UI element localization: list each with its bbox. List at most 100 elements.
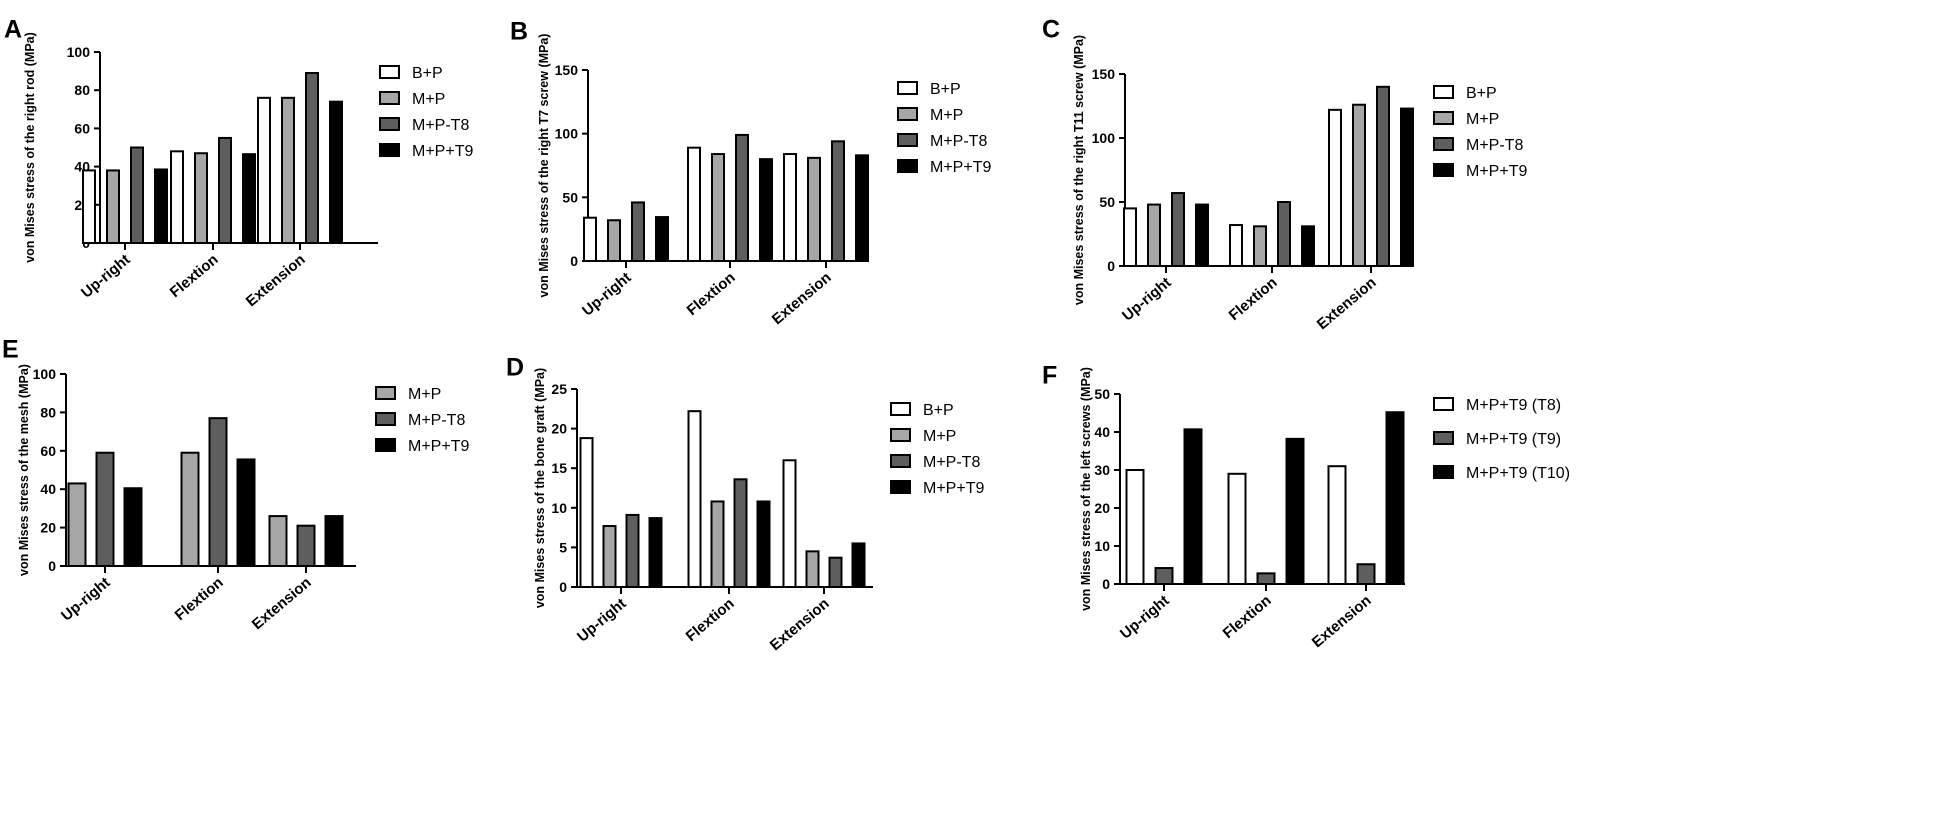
y-tick-label: 80 <box>40 404 56 420</box>
bar <box>1356 563 1376 585</box>
bar <box>1125 469 1145 585</box>
bar <box>170 150 184 245</box>
bar <box>711 153 725 262</box>
bar <box>733 478 748 588</box>
bar <box>1385 411 1405 585</box>
bar <box>805 550 820 588</box>
bar <box>1301 225 1315 268</box>
legend-swatch <box>1433 465 1454 479</box>
legend-swatch <box>379 117 400 131</box>
legend-swatch <box>1433 85 1454 99</box>
panel-label: D <box>506 354 524 382</box>
bar <box>855 154 869 263</box>
bar <box>687 146 701 263</box>
bar <box>130 146 144 244</box>
bar <box>579 437 594 588</box>
bar <box>67 482 87 567</box>
y-tick-label: 0 <box>1107 258 1115 274</box>
bar <box>1285 437 1305 585</box>
bar <box>218 136 232 244</box>
legend-label: M+P-T8 <box>923 454 980 471</box>
y-tick-label: 0 <box>48 558 56 574</box>
panel-label: E <box>2 336 19 364</box>
legend-label: M+P-T8 <box>408 412 465 429</box>
panel-c: C 0 50 100 150 von Mises stress of the right … <box>1042 16 1527 334</box>
bar <box>828 556 843 588</box>
panel-b: B 0 50 100 150 von Mises stress of the right … <box>510 18 991 329</box>
y-tick-label: 50 <box>562 189 578 205</box>
bar <box>1154 567 1174 585</box>
bar <box>1227 472 1247 585</box>
x-tick-label: Flextion <box>1220 592 1275 642</box>
bar <box>1327 465 1347 586</box>
bar <box>735 133 749 262</box>
bar <box>1277 201 1291 267</box>
legend-swatch <box>1433 163 1454 177</box>
bar <box>583 216 597 262</box>
x-tick-label: Extension <box>1314 274 1380 333</box>
x-tick-label: Flextion <box>684 269 739 319</box>
x-tick-label: Flextion <box>1226 274 1281 324</box>
legend-swatch <box>375 412 396 426</box>
y-axis-title: von Mises stress of the left screws (MPa… <box>1079 367 1093 611</box>
legend-label: B+P <box>1466 85 1497 102</box>
bar <box>324 515 344 568</box>
legend-swatch <box>379 65 400 79</box>
x-tick-label: Extension <box>769 269 835 328</box>
y-tick-label: 100 <box>33 366 57 382</box>
panel-label: F <box>1042 362 1057 390</box>
x-tick-label: Extension <box>1309 592 1375 651</box>
bar <box>1171 192 1185 267</box>
bar <box>268 515 288 568</box>
y-tick-label: 30 <box>1094 462 1110 478</box>
y-tick-label: 20 <box>40 520 56 536</box>
legend-swatch <box>375 438 396 452</box>
x-tick-label: Extension <box>243 251 309 310</box>
legend-label: M+P+T9 (T10) <box>1466 465 1570 482</box>
y-tick-label: 5 <box>559 539 567 555</box>
y-tick-label: 50 <box>1094 386 1110 402</box>
y-axis-title: von Mises stress of the right T7 screw (… <box>537 34 551 298</box>
x-tick-label: Up-right <box>574 595 630 646</box>
bar <box>208 417 228 567</box>
legend-label: M+P <box>1466 111 1499 128</box>
legend-swatch <box>897 133 918 147</box>
y-tick-label: 15 <box>551 460 567 476</box>
bar <box>123 487 143 567</box>
legend-swatch <box>897 159 918 173</box>
panel-label: A <box>4 16 22 44</box>
bar <box>710 500 725 588</box>
legend-label: M+P+T9 <box>412 143 473 160</box>
y-axis-title: von Mises stress of the bone graft (MPa) <box>533 368 547 608</box>
bar <box>257 96 271 244</box>
y-tick-label: 150 <box>1092 66 1116 82</box>
legend-swatch <box>890 454 911 468</box>
x-tick-label: Up-right <box>58 574 114 625</box>
bar <box>1183 428 1203 585</box>
y-tick-label: 40 <box>40 481 56 497</box>
bar <box>242 153 256 244</box>
bar <box>807 156 821 262</box>
y-tick-label: 0 <box>559 579 567 595</box>
bar <box>1147 203 1161 267</box>
legend-swatch <box>1433 397 1454 411</box>
x-tick-label: Up-right <box>78 251 134 302</box>
bar <box>782 459 797 588</box>
legend-label: B+P <box>930 81 961 98</box>
y-axis-title: von Mises stress of the right T11 screw … <box>1072 35 1086 305</box>
legend-label: M+P <box>923 428 956 445</box>
x-tick-label: Up-right <box>1117 592 1173 643</box>
bar <box>329 100 343 244</box>
x-tick-label: Flextion <box>683 595 738 645</box>
bar <box>106 169 120 244</box>
bar <box>631 201 645 262</box>
bar <box>759 158 773 262</box>
bar <box>1256 572 1276 585</box>
bar <box>281 96 295 244</box>
legend-swatch <box>1433 431 1454 445</box>
bar <box>831 140 845 263</box>
y-tick-label: 80 <box>74 82 90 98</box>
legend-label: M+P+T9 <box>930 159 991 176</box>
bar <box>1400 107 1414 267</box>
